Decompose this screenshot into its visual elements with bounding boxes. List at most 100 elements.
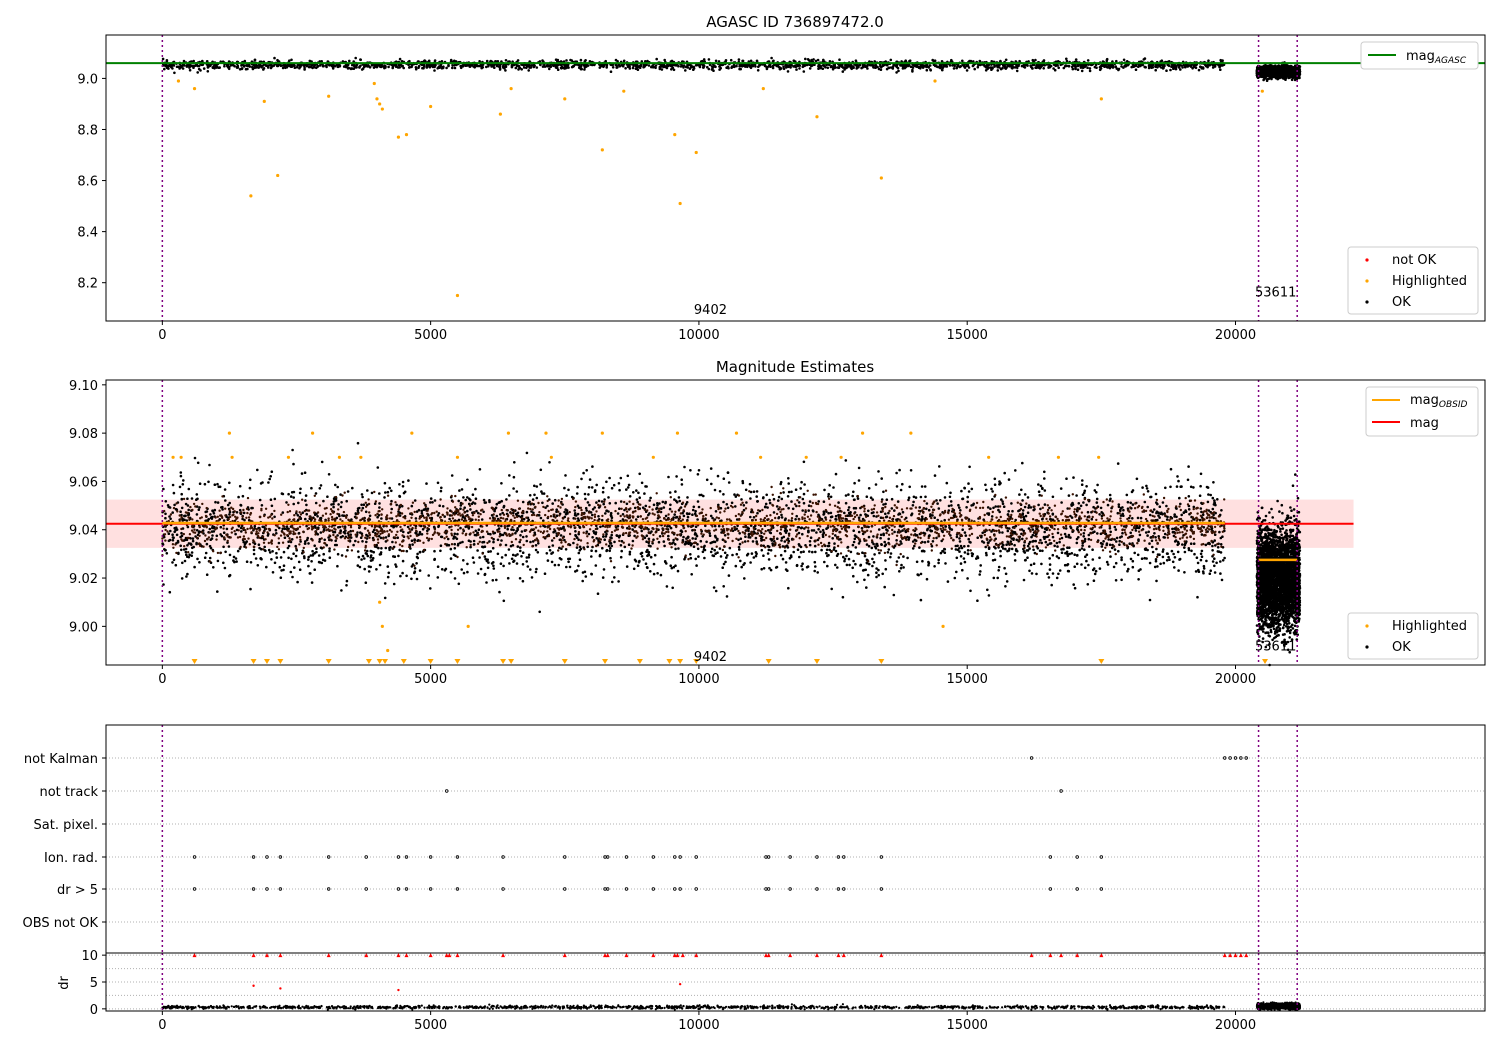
ok-point [410, 578, 413, 581]
highlighted-point [695, 151, 698, 154]
ok-point [1206, 64, 1209, 67]
ok-point [608, 550, 611, 553]
ok-point [633, 535, 636, 538]
ok-point [1123, 59, 1126, 62]
ok-point [1099, 69, 1102, 72]
highlighted-point [933, 79, 936, 82]
ok-point [1068, 65, 1071, 68]
ok-point [968, 466, 971, 469]
ok-point [1010, 540, 1013, 543]
ok-point [623, 60, 626, 63]
ok-point [354, 66, 357, 69]
ok-point [590, 549, 593, 552]
ok-point [689, 64, 692, 67]
ok-point [1018, 493, 1021, 496]
ok-point [702, 66, 705, 69]
ok-point [858, 467, 861, 470]
legend-label-ok: OK [1392, 295, 1411, 310]
ok-point [482, 511, 485, 514]
ok-point [454, 67, 457, 70]
ok-point [964, 531, 967, 534]
ok-point [322, 65, 325, 68]
ok-point [518, 66, 521, 69]
highlighted-point [815, 115, 818, 118]
ok-point [1109, 66, 1112, 69]
ok-point [181, 562, 184, 565]
ok-point [450, 571, 453, 574]
ok-point [395, 66, 398, 69]
ok-point [1091, 518, 1094, 521]
ok-point [929, 68, 932, 71]
ok-point [864, 555, 867, 558]
ok-point [1087, 59, 1090, 62]
ok-point [699, 66, 702, 69]
ok-point [651, 64, 654, 67]
ok-point [615, 66, 618, 69]
ok-point [480, 65, 483, 68]
ok-point [835, 515, 838, 518]
ok-point [1094, 66, 1097, 69]
ok-point [310, 487, 313, 490]
ok-point [638, 473, 641, 476]
ok-point [664, 65, 667, 68]
ok-point [1028, 570, 1031, 573]
ok-point [466, 563, 469, 566]
ok-point [325, 64, 328, 67]
ok-point [193, 65, 196, 68]
ok-point [1011, 66, 1014, 69]
legend-label-highlighted: Highlighted [1392, 274, 1467, 289]
ok-point [279, 566, 282, 569]
ok-point [824, 66, 827, 69]
legend-label-sub: AGASC [1434, 56, 1467, 66]
ok-point [720, 555, 723, 558]
ok-point [472, 65, 475, 68]
ok-point [1209, 572, 1212, 575]
ok-point [1208, 520, 1211, 523]
ok-point [585, 65, 588, 68]
ok-point [905, 65, 908, 68]
ok-point [555, 508, 558, 511]
ok-point [254, 59, 257, 62]
ok-point [428, 64, 431, 67]
ok-point [641, 555, 644, 558]
ok-point [1181, 66, 1184, 69]
ok-point [621, 64, 624, 67]
ok-point [683, 64, 686, 67]
ok-point [1003, 65, 1006, 68]
ok-point [1207, 501, 1210, 504]
ok-point [891, 507, 894, 510]
ok-point [847, 493, 850, 496]
ok-point [1133, 64, 1136, 67]
ok-point [1026, 64, 1029, 67]
ok-point [432, 66, 435, 69]
ok-point [584, 59, 587, 62]
ok-point [1287, 73, 1290, 76]
ok-point [384, 66, 387, 69]
ok-point [217, 560, 220, 563]
ok-point [1015, 66, 1018, 69]
ok-point [810, 64, 813, 67]
ok-point [722, 493, 725, 496]
ok-point [755, 495, 758, 498]
highlighted-point [762, 87, 765, 90]
ok-point [1168, 558, 1171, 561]
ok-point [201, 60, 204, 63]
ok-point [1141, 557, 1144, 560]
ok-point [457, 500, 460, 503]
ok-point [583, 68, 586, 71]
ok-point [1267, 74, 1270, 77]
ok-point [315, 492, 318, 495]
highlighted-point [1100, 97, 1103, 100]
ok-point [1001, 67, 1004, 70]
ok-point [223, 65, 226, 68]
ok-point [738, 58, 741, 61]
ok-point [990, 66, 993, 69]
ok-point [1080, 65, 1083, 68]
ok-point [728, 574, 731, 577]
ok-point [218, 66, 221, 69]
ok-point [579, 65, 582, 68]
ok-point [1074, 66, 1077, 69]
ok-point [834, 564, 837, 567]
ok-point [580, 68, 583, 71]
ok-point [546, 65, 549, 68]
